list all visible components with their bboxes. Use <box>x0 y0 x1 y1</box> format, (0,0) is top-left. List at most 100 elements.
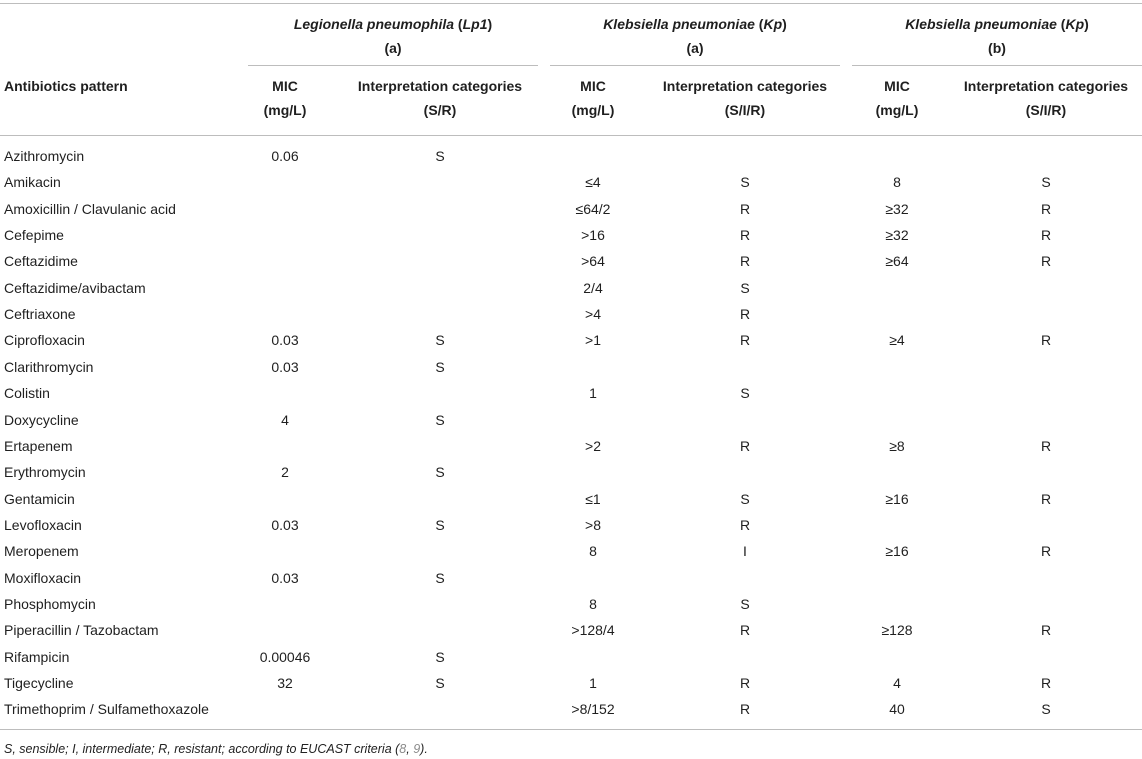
mic-header-kp-a-line2: (mg/L) <box>571 102 615 118</box>
cell-interp-kp-b: S <box>1041 701 1051 717</box>
cell-mic-lp1: 0.03 <box>271 332 299 348</box>
cell-antibiotic: Moxifloxacin <box>4 570 82 586</box>
cell-interp-kp-a: S <box>740 174 750 190</box>
cell-antibiotic: Ceftriaxone <box>4 306 76 322</box>
group-rule-kp-b <box>852 65 1142 66</box>
footnote-sep: , <box>406 742 414 756</box>
cell-antibiotic: Trimethoprim / Sulfamethoxazole <box>4 701 209 717</box>
cell-antibiotic: Ceftazidime <box>4 253 78 269</box>
cell-mic-kp-a: >16 <box>581 227 605 243</box>
cell-interp-lp1: S <box>435 148 445 164</box>
cell-mic-kp-b: ≥4 <box>889 332 905 348</box>
cell-interp-lp1: S <box>435 464 445 480</box>
cell-mic-kp-a: >64 <box>581 253 605 269</box>
cell-mic-kp-a: 8 <box>589 596 597 612</box>
cell-mic-kp-a: >128/4 <box>571 622 615 638</box>
header-bottom-rule <box>0 135 1142 136</box>
cell-antibiotic: Colistin <box>4 385 50 401</box>
cell-mic-kp-a: 1 <box>589 675 597 691</box>
cell-mic-kp-b: ≥16 <box>885 491 909 507</box>
row-header-label: Antibiotics pattern <box>4 78 128 94</box>
cell-mic-lp1: 0.03 <box>271 517 299 533</box>
cell-interp-kp-a: S <box>740 385 750 401</box>
table-top-rule <box>0 3 1142 4</box>
cell-antibiotic: Clarithromycin <box>4 359 94 375</box>
cell-antibiotic: Ceftazidime/avibactam <box>4 280 146 296</box>
cell-interp-kp-a: R <box>739 622 751 638</box>
cell-interp-kp-b: R <box>1040 201 1052 217</box>
cell-antibiotic: Amoxicillin / Clavulanic acid <box>4 201 176 217</box>
cell-antibiotic: Phosphomycin <box>4 596 96 612</box>
cell-mic-lp1: 0.00046 <box>259 649 311 665</box>
cell-mic-kp-b: ≥32 <box>885 201 909 217</box>
group-sub-kp-a: (a) <box>686 40 704 56</box>
cell-interp-kp-b: S <box>1041 174 1051 190</box>
cell-mic-lp1: 0.06 <box>271 148 299 164</box>
cell-interp-kp-b: R <box>1040 675 1052 691</box>
cell-antibiotic: Erythromycin <box>4 464 86 480</box>
cell-mic-kp-a: ≤64/2 <box>575 201 611 217</box>
organism-abbr: Lp1 <box>462 16 488 32</box>
cell-mic-kp-b: 40 <box>889 701 905 717</box>
mic-header-kp-b-line2: (mg/L) <box>875 102 919 118</box>
interp-header-kp-b-line2: (S/I/R) <box>1025 102 1067 118</box>
cell-interp-kp-a: R <box>739 201 751 217</box>
cell-interp-kp-a: S <box>740 491 750 507</box>
cell-antibiotic: Piperacillin / Tazobactam <box>4 622 159 638</box>
group-rule-kp-a <box>550 65 840 66</box>
mic-header-lp1-line1: MIC <box>272 78 298 94</box>
cell-interp-kp-a: S <box>740 280 750 296</box>
cell-antibiotic: Tigecycline <box>4 675 74 691</box>
cell-interp-kp-b: R <box>1040 622 1052 638</box>
cell-antibiotic: Ciprofloxacin <box>4 332 85 348</box>
cell-interp-lp1: S <box>435 517 445 533</box>
mic-header-kp-b-line1: MIC <box>884 78 910 94</box>
cell-antibiotic: Levofloxacin <box>4 517 82 533</box>
cell-interp-kp-a: R <box>739 675 751 691</box>
cell-interp-lp1: S <box>435 649 445 665</box>
interp-header-kp-a-line1: Interpretation categories <box>662 78 828 94</box>
cell-interp-lp1: S <box>435 675 445 691</box>
interp-header-lp1-line2: (S/R) <box>423 102 457 118</box>
cell-interp-kp-a: I <box>743 543 747 559</box>
organism-abbr: Kp <box>763 16 783 32</box>
cell-interp-kp-a: R <box>739 517 751 533</box>
organism-abbr: Kp <box>1065 16 1085 32</box>
cell-antibiotic: Ertapenem <box>4 438 73 454</box>
interp-header-lp1-line1: Interpretation categories <box>357 78 523 94</box>
footnote-ref-8: 8 <box>399 742 407 756</box>
organism-name: Klebsiella pneumoniae <box>603 16 755 32</box>
cell-mic-kp-a: >8 <box>585 517 601 533</box>
cell-interp-kp-b: R <box>1040 438 1052 454</box>
cell-antibiotic: Amikacin <box>4 174 61 190</box>
cell-mic-kp-a: >4 <box>585 306 601 322</box>
group-header-kp-b: Klebsiella pneumoniae (Kp) <box>905 16 1089 32</box>
cell-mic-kp-a: 8 <box>589 543 597 559</box>
cell-mic-kp-a: >2 <box>585 438 601 454</box>
cell-interp-kp-a: R <box>739 701 751 717</box>
table-bottom-rule <box>0 729 1142 730</box>
cell-interp-kp-a: R <box>739 438 751 454</box>
cell-interp-kp-a: R <box>739 253 751 269</box>
cell-antibiotic: Rifampicin <box>4 649 70 665</box>
cell-mic-kp-b: ≥32 <box>885 227 909 243</box>
cell-mic-kp-b: ≥8 <box>889 438 905 454</box>
cell-interp-kp-b: R <box>1040 227 1052 243</box>
group-header-lp1: Legionella pneumophila (Lp1) <box>293 16 493 32</box>
group-header-kp-a: Klebsiella pneumoniae (Kp) <box>603 16 787 32</box>
mic-header-lp1-line2: (mg/L) <box>263 102 307 118</box>
cell-antibiotic: Cefepime <box>4 227 64 243</box>
cell-mic-kp-b: ≥128 <box>881 622 913 638</box>
cell-interp-kp-b: R <box>1040 543 1052 559</box>
cell-interp-kp-a: R <box>739 332 751 348</box>
cell-mic-kp-a: 2/4 <box>583 280 603 296</box>
cell-mic-kp-b: 4 <box>893 675 901 691</box>
group-rule-lp1 <box>248 65 538 66</box>
cell-interp-lp1: S <box>435 570 445 586</box>
cell-mic-lp1: 0.03 <box>271 570 299 586</box>
cell-antibiotic: Azithromycin <box>4 148 85 164</box>
cell-interp-kp-b: R <box>1040 491 1052 507</box>
footnote-end: ). <box>420 742 428 756</box>
table-footnote: S, sensible; I, intermediate; R, resista… <box>4 742 428 756</box>
interp-header-kp-b-line1: Interpretation categories <box>963 78 1129 94</box>
